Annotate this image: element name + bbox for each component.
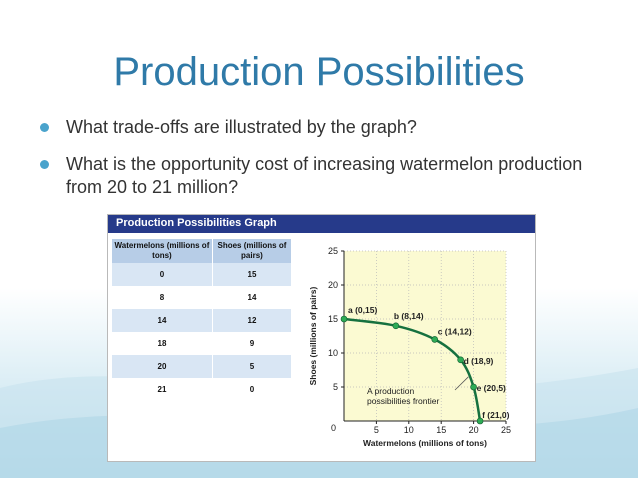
bullet-item: What trade-offs are illustrated by the g…	[40, 116, 620, 139]
frontier-annotation: possibilities frontier	[367, 396, 439, 406]
data-point	[457, 356, 464, 364]
point-label: b (8,14)	[394, 311, 424, 321]
bullet-text: What is the opportunity cost of increasi…	[66, 154, 583, 197]
table-row: 8 14	[112, 286, 293, 309]
data-point	[340, 315, 348, 323]
table-cell: 0	[112, 263, 213, 286]
frontier-annotation: A production	[367, 386, 415, 396]
table-row: 20 5	[112, 355, 293, 378]
bullet-icon	[40, 160, 49, 169]
x-tick-label: 15	[436, 425, 446, 435]
ppf-figure: Production Possibilities Graph Watermelo…	[107, 214, 536, 462]
y-tick-label: 10	[328, 348, 338, 358]
table-cell: 12	[212, 309, 293, 332]
bullet-item: What is the opportunity cost of increasi…	[40, 153, 620, 199]
x-axis-label: Watermelons (millions of tons)	[363, 438, 487, 448]
y-axis-label: Shoes (millions of pairs)	[308, 286, 318, 385]
data-point	[476, 417, 484, 425]
bullet-list: What trade-offs are illustrated by the g…	[40, 116, 620, 213]
table-cell: 0	[212, 378, 293, 401]
figure-header: Production Possibilities Graph	[108, 215, 535, 233]
y-tick-label: 5	[333, 382, 338, 392]
table-row: 18 9	[112, 332, 293, 355]
table-cell: 14	[112, 309, 213, 332]
point-label: f (21,0)	[482, 410, 510, 420]
data-point	[431, 336, 439, 343]
x-tick-label: 5	[374, 425, 379, 435]
table-row: 0 15	[112, 263, 293, 286]
annotation-pointer	[454, 376, 469, 391]
x-tick-label: 20	[469, 425, 479, 435]
table-cell: 5	[212, 355, 293, 378]
table-cell: 15	[212, 263, 293, 286]
slide-title: Production Possibilities	[113, 50, 525, 94]
figure-title: Production Possibilities Graph	[116, 217, 277, 229]
table-row: 14 12	[112, 309, 293, 332]
table-cell: 20	[112, 355, 213, 378]
y-tick-label: 25	[328, 246, 338, 256]
bullet-icon	[40, 123, 49, 132]
table-cell: 14	[212, 286, 293, 309]
origin-label: 0	[331, 423, 336, 433]
ppf-chart: 5 10 15 20 25 5 10 15 20 25 0 Watermelons (millions…	[308, 246, 511, 448]
table-header-shoes: Shoes (millions of pairs)	[212, 239, 293, 263]
x-tick-label: 25	[501, 425, 511, 435]
y-tick-label: 20	[328, 280, 338, 290]
point-label: e (20,5)	[477, 383, 506, 393]
table-header-watermelons: Watermelons (millions of tons)	[112, 239, 213, 263]
y-tick-label: 15	[328, 314, 338, 324]
table-cell: 8	[112, 286, 213, 309]
point-label: d (18,9)	[464, 356, 494, 366]
point-label: a (0,15)	[348, 305, 377, 315]
table-cell: 9	[212, 332, 293, 355]
table-cell: 18	[112, 332, 213, 355]
table-cell: 21	[112, 378, 213, 401]
point-label: c (14,12)	[438, 326, 472, 336]
bullet-text: What trade-offs are illustrated by the g…	[66, 117, 417, 137]
data-point	[470, 383, 477, 391]
table-row: 21 0	[112, 378, 293, 401]
ppf-table: Watermelons (millions of tons) Shoes (mi…	[112, 239, 293, 401]
data-point	[392, 322, 400, 330]
x-tick-label: 10	[404, 425, 414, 435]
